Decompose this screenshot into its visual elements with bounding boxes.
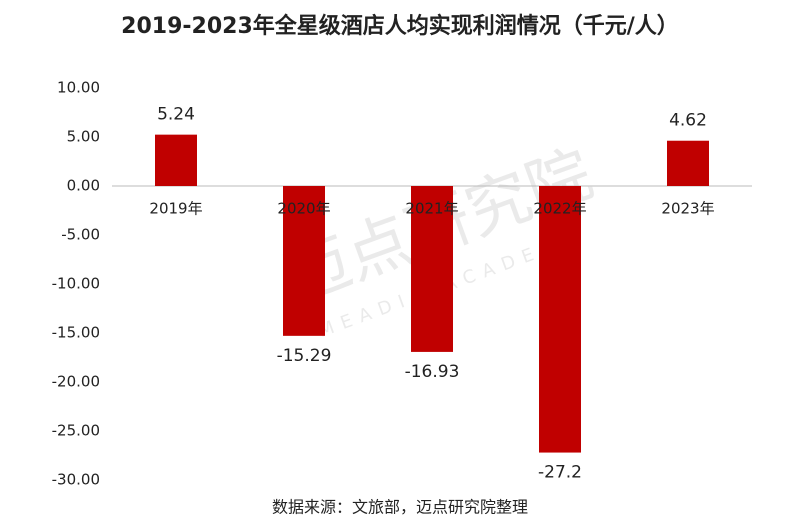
y-tick-label: -10.00 xyxy=(52,275,100,293)
source-note: 数据来源：文旅部，迈点研究院整理 xyxy=(272,498,528,517)
y-tick-label: -30.00 xyxy=(52,471,100,489)
x-tick-label: 2020年 xyxy=(277,200,330,218)
bar xyxy=(155,134,197,186)
bar xyxy=(283,186,325,336)
y-tick-label: 5.00 xyxy=(67,128,100,146)
value-label: 5.24 xyxy=(157,105,195,125)
value-label: -27.2 xyxy=(538,463,582,483)
x-tick-label: 2022年 xyxy=(533,200,586,218)
bar xyxy=(539,186,581,453)
bar xyxy=(667,140,709,186)
value-label: -16.93 xyxy=(405,362,460,382)
bar xyxy=(411,186,453,352)
x-tick-label: 2023年 xyxy=(661,200,714,218)
chart-title: 2019-2023年全星级酒店人均实现利润情况（千元/人） xyxy=(121,13,679,39)
x-tick-label: 2021年 xyxy=(405,200,458,218)
y-tick-label: 10.00 xyxy=(57,79,100,97)
y-tick-label: -20.00 xyxy=(52,373,100,391)
y-tick-label: -15.00 xyxy=(52,324,100,342)
x-tick-label: 2019年 xyxy=(149,200,202,218)
y-tick-label: -5.00 xyxy=(61,226,100,244)
value-label: 4.62 xyxy=(669,111,707,131)
value-label: -15.29 xyxy=(277,346,332,366)
y-tick-label: -25.00 xyxy=(52,422,100,440)
y-tick-label: 0.00 xyxy=(67,177,100,195)
